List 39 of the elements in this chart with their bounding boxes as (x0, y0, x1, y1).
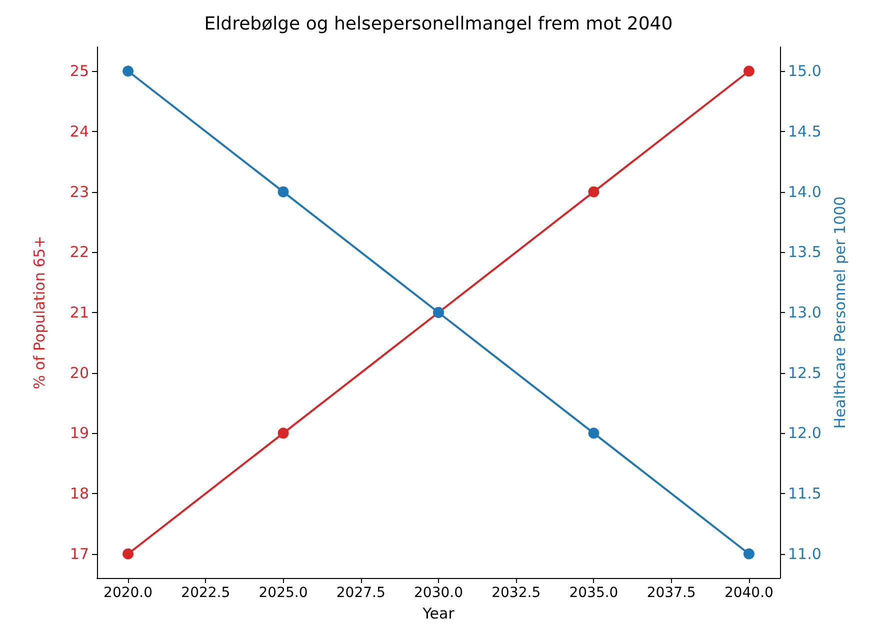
y-tick-label: 25 (70, 62, 89, 80)
y2-tick-label: 12.5 (788, 364, 822, 382)
point (278, 186, 289, 198)
y-tick-label: 18 (70, 484, 89, 503)
x-tick-label: 2040.0 (724, 585, 774, 601)
point (588, 186, 600, 198)
point (743, 548, 754, 560)
x-tick-label: 2027.5 (336, 585, 386, 601)
x-axis-title: Year (422, 604, 456, 622)
y2-tick-label: 11.0 (788, 544, 822, 563)
x-tick-label: 2022.5 (181, 585, 230, 601)
x-tick-label: 2030.0 (414, 585, 463, 601)
y-tick-label: 21 (70, 304, 89, 322)
x-tick-label: 2020.0 (104, 585, 153, 601)
y2-tick-label: 13.0 (788, 304, 822, 322)
y2-tick-label: 12.0 (788, 424, 822, 442)
y2-tick-label: 13.5 (788, 243, 822, 262)
point (278, 428, 289, 439)
point (743, 66, 754, 77)
y-tick-label: 22 (70, 243, 89, 262)
point (122, 66, 134, 77)
y2-tick-label: 14.0 (788, 182, 822, 201)
y-tick-label: 19 (70, 424, 89, 442)
point (122, 548, 134, 560)
x-tick-label: 2032.5 (492, 585, 541, 601)
y2-tick-label: 15.0 (788, 62, 822, 80)
y-tick-label: 20 (70, 364, 89, 382)
x-tick-label: 2035.0 (569, 585, 618, 601)
chart-title: Eldrebølge og helsepersonellmangel frem mot 2040 (204, 14, 673, 34)
y-tick-label: 24 (70, 122, 89, 140)
y2-axis-title: Healthcare Personnel per 1000 (830, 196, 849, 429)
y-axis-title: % of Population 65+ (30, 236, 48, 390)
point (588, 428, 600, 439)
y-tick-label: 17 (70, 544, 89, 563)
y2-tick-label: 11.5 (788, 484, 822, 503)
x-tick-label: 2037.5 (646, 585, 696, 601)
x-tick-label: 2025.0 (258, 585, 308, 601)
y-tick-label: 23 (70, 182, 89, 201)
y2-tick-label: 14.5 (788, 122, 822, 140)
